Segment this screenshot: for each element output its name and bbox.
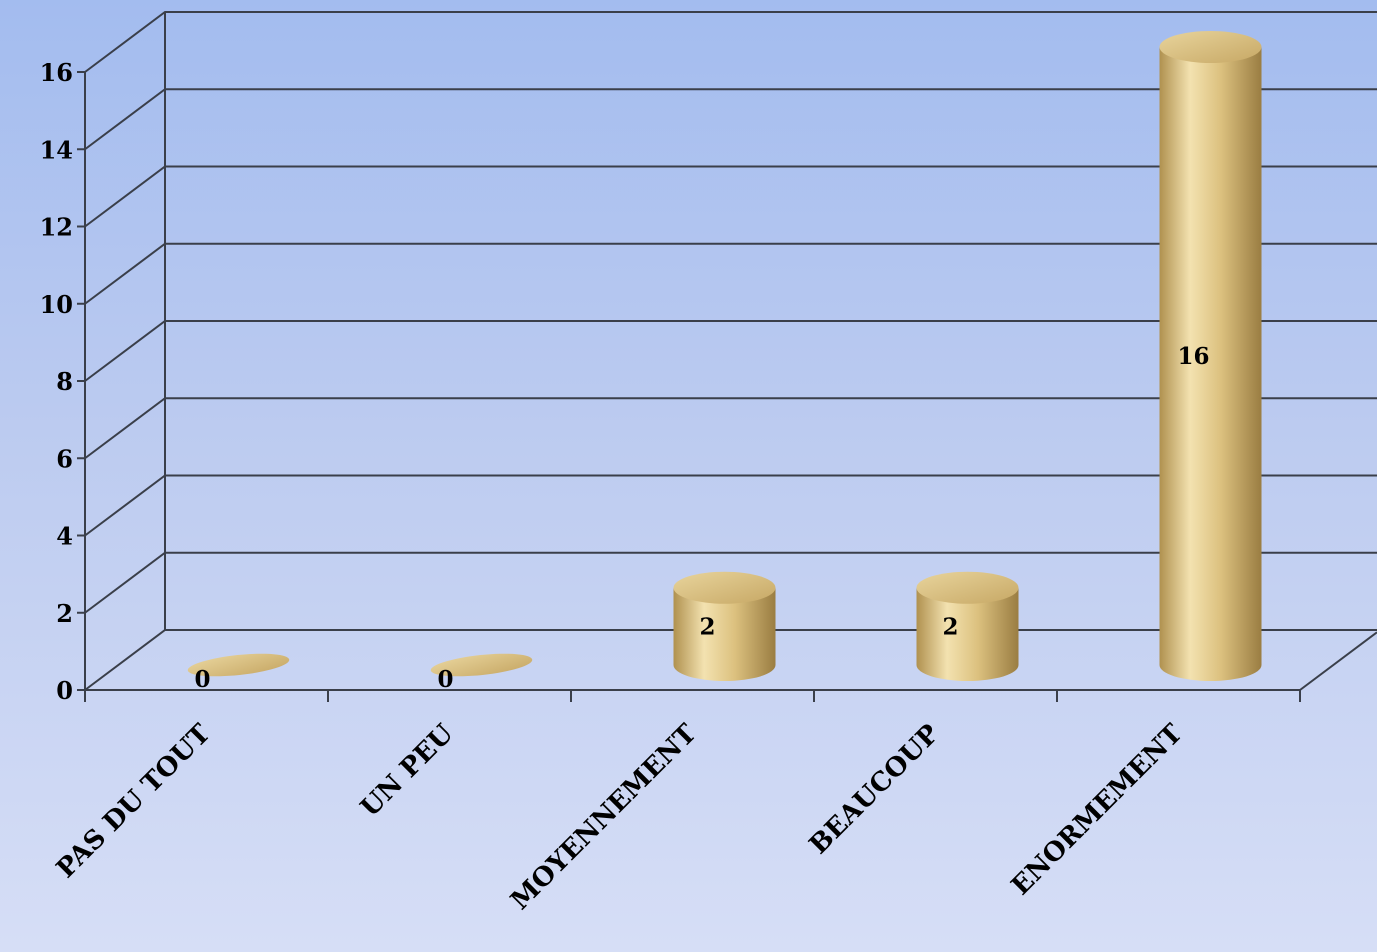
y-tick-label: 10 — [40, 290, 73, 319]
x-tick-label: PAS DU TOUT — [51, 718, 217, 884]
bar-top — [673, 571, 776, 604]
bar-body — [673, 587, 776, 681]
x-tick-label: UN PEU — [355, 719, 460, 824]
bar — [673, 571, 776, 681]
data-label: 2 — [942, 613, 958, 640]
y-tick-label: 8 — [56, 367, 73, 396]
bar — [1159, 31, 1262, 681]
chart-axes — [77, 12, 1377, 702]
y-tick-label: 2 — [56, 599, 73, 628]
bar — [916, 571, 1019, 681]
data-label: 16 — [1177, 343, 1209, 370]
bar — [430, 653, 533, 677]
x-tick-label: ENORMEMENT — [1006, 718, 1189, 901]
y-tick-label: 0 — [56, 676, 73, 705]
y-tick-label: 16 — [40, 58, 73, 87]
bar-top — [430, 653, 533, 677]
bar-top — [916, 571, 1019, 604]
bar — [187, 653, 290, 677]
bar-top — [187, 653, 290, 677]
data-label: 0 — [194, 666, 210, 693]
chart-labels: 0 2 4 6 8 10 12 14 16 0 PAS DU TOUT 0 UN PEU 2 MOYENNE… — [40, 58, 1210, 916]
bar-body — [916, 587, 1019, 681]
chart-bars — [187, 31, 1262, 681]
x-tick-label: BEAUCOUP — [804, 719, 946, 861]
y-tick-label: 14 — [40, 135, 73, 164]
x-tick-label: MOYENNEMENT — [505, 718, 703, 916]
data-label: 0 — [437, 666, 453, 693]
bar-top — [1159, 31, 1262, 63]
y-tick-label: 12 — [40, 213, 73, 242]
bar-body — [1159, 47, 1262, 681]
data-label: 2 — [699, 613, 715, 640]
y-tick-label: 4 — [56, 522, 73, 551]
floor-right-edge — [1299, 631, 1377, 691]
y-tick-label: 6 — [56, 444, 73, 473]
